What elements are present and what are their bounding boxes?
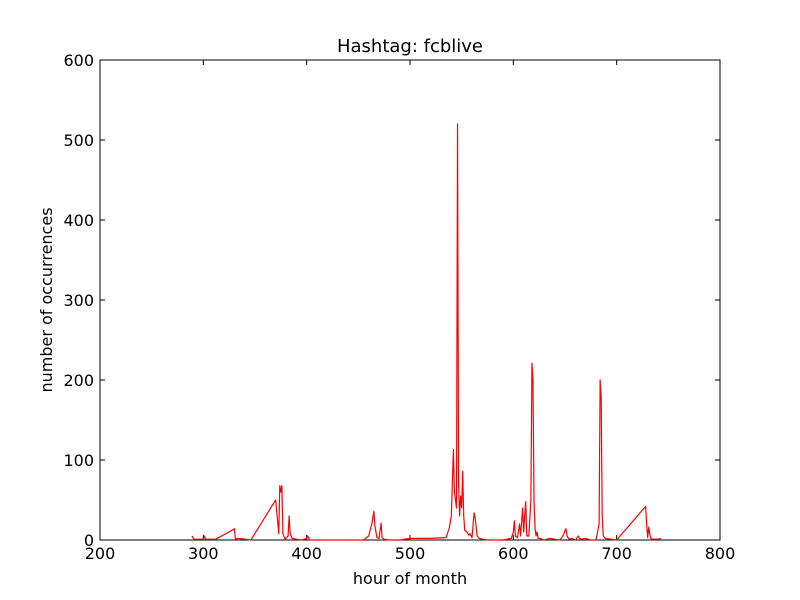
axis-ticks [99,59,721,541]
series-layer [191,123,662,541]
y-tick-label: 600 [63,51,94,70]
y-tick-label: 400 [63,211,94,230]
chart-title: Hashtag: fcblive [337,36,483,57]
x-tick-label: 300 [188,544,219,563]
axes-frame [99,59,721,541]
x-tick-label: 200 [85,544,116,563]
y-axis-label: number of occurrences [37,207,56,392]
x-tick-label: 700 [601,544,632,563]
x-tick-label: 400 [291,544,322,563]
y-tick-label: 0 [84,531,94,550]
x-tick-label: 500 [395,544,426,563]
plot-area: 200 300 400 500 600 700 800 0 100 200 300 400 500 600 [63,51,735,563]
y-tick-label: 300 [63,291,94,310]
series-line [191,123,662,541]
x-axis-label: hour of month [353,569,467,588]
y-tick-label: 500 [63,131,94,150]
x-tick-label: 600 [498,544,529,563]
y-tick-label: 100 [63,451,94,470]
y-tick-label: 200 [63,371,94,390]
axis-tick-labels: 200 300 400 500 600 700 800 0 100 200 300 400 500 600 [63,51,735,563]
x-tick-label: 800 [705,544,736,563]
